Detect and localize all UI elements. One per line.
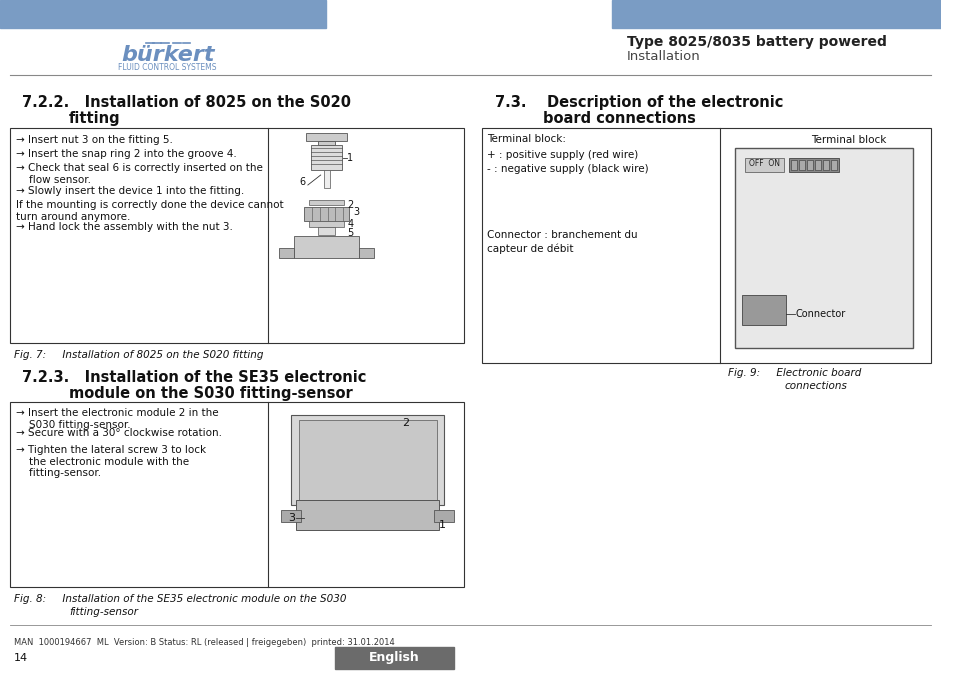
Text: If the mounting is correctly done the device cannot
turn around anymore.: If the mounting is correctly done the de… <box>16 200 283 221</box>
Text: → Check that seal 6 is correctly inserted on the
    flow sensor.: → Check that seal 6 is correctly inserte… <box>16 163 262 184</box>
Text: → Insert nut 3 on the fitting 5.: → Insert nut 3 on the fitting 5. <box>16 135 172 145</box>
Bar <box>0 0 325 28</box>
Bar <box>434 510 454 522</box>
Text: Fig. 7:     Installation of 8025 on the S020 fitting: Fig. 7: Installation of 8025 on the S020… <box>13 350 263 360</box>
Text: 4: 4 <box>347 219 354 229</box>
Bar <box>10 402 463 587</box>
Text: 6: 6 <box>299 177 306 187</box>
Text: English: English <box>369 651 419 664</box>
Text: OFF  ON: OFF ON <box>748 159 780 168</box>
Text: - : negative supply (black wire): - : negative supply (black wire) <box>487 164 648 174</box>
Bar <box>281 510 300 522</box>
Text: 1: 1 <box>347 153 354 163</box>
Text: capteur de débit: capteur de débit <box>487 244 574 254</box>
Text: Installation: Installation <box>626 50 700 63</box>
Bar <box>294 236 358 258</box>
Bar <box>791 160 797 170</box>
Bar <box>309 200 344 205</box>
Bar <box>799 160 804 170</box>
Bar <box>822 160 828 170</box>
Text: Terminal block: Terminal block <box>810 135 885 145</box>
Bar <box>317 141 335 145</box>
Text: module on the S030 fitting-sensor: module on the S030 fitting-sensor <box>69 386 353 401</box>
Text: FLUID CONTROL SYSTEMS: FLUID CONTROL SYSTEMS <box>118 63 216 71</box>
Text: Terminal block:: Terminal block: <box>487 134 566 144</box>
Text: Connector: Connector <box>795 309 844 319</box>
Bar <box>10 128 463 343</box>
Text: → Tighten the lateral screw 3 to lock
    the electronic module with the
    fit: → Tighten the lateral screw 3 to lock th… <box>16 445 206 479</box>
Bar <box>814 160 821 170</box>
Text: 3: 3 <box>353 207 359 217</box>
Text: → Slowly insert the device 1 into the fitting.: → Slowly insert the device 1 into the fi… <box>16 186 244 196</box>
Bar <box>304 207 349 221</box>
Bar <box>309 221 344 227</box>
Bar <box>317 227 335 235</box>
Text: fitting: fitting <box>69 111 121 126</box>
Text: → Hand lock the assembly with the nut 3.: → Hand lock the assembly with the nut 3. <box>16 222 233 232</box>
Text: 7.3.    Description of the electronic: 7.3. Description of the electronic <box>495 95 783 110</box>
Bar <box>788 158 838 172</box>
Text: Connector : branchement du: Connector : branchement du <box>487 230 638 240</box>
Text: Fig. 9:     Electronic board: Fig. 9: Electronic board <box>727 368 861 378</box>
Bar <box>611 0 941 28</box>
Text: 7.2.2.   Installation of 8025 on the S020: 7.2.2. Installation of 8025 on the S020 <box>22 95 351 110</box>
Bar <box>744 158 783 172</box>
Bar <box>279 248 294 258</box>
Bar <box>741 295 785 325</box>
Text: 2: 2 <box>402 418 409 428</box>
Bar <box>306 133 347 141</box>
Text: 1: 1 <box>438 520 446 530</box>
Bar <box>481 128 930 363</box>
Text: → Insert the snap ring 2 into the groove 4.: → Insert the snap ring 2 into the groove… <box>16 149 236 159</box>
Bar <box>298 420 436 500</box>
Text: Type 8025/8035 battery powered: Type 8025/8035 battery powered <box>626 35 885 49</box>
Bar <box>735 148 912 348</box>
Bar <box>335 647 454 669</box>
Text: fitting-sensor: fitting-sensor <box>69 607 138 617</box>
Text: board connections: board connections <box>542 111 695 126</box>
Text: 3: 3 <box>288 513 294 523</box>
Text: 7.2.3.   Installation of the SE35 electronic: 7.2.3. Installation of the SE35 electron… <box>22 370 366 385</box>
Bar <box>830 160 836 170</box>
Text: 14: 14 <box>13 653 28 663</box>
Text: + : positive supply (red wire): + : positive supply (red wire) <box>487 150 638 160</box>
Text: bürkert: bürkert <box>121 45 214 65</box>
Text: MAN  1000194667  ML  Version: B Status: RL (released | freigegeben)  printed: 31: MAN 1000194667 ML Version: B Status: RL … <box>13 638 395 647</box>
Text: 5: 5 <box>347 228 354 238</box>
Text: Fig. 8:     Installation of the SE35 electronic module on the S030: Fig. 8: Installation of the SE35 electro… <box>13 594 346 604</box>
Bar <box>295 500 438 530</box>
Bar <box>311 145 342 170</box>
Text: → Insert the electronic module 2 in the
    S030 fitting-sensor.: → Insert the electronic module 2 in the … <box>16 408 218 429</box>
Bar <box>291 415 443 505</box>
Bar <box>323 170 329 188</box>
Text: connections: connections <box>783 381 846 391</box>
Bar <box>806 160 812 170</box>
Text: → Secure with a 30° clockwise rotation.: → Secure with a 30° clockwise rotation. <box>16 428 221 438</box>
Text: 2: 2 <box>347 200 354 210</box>
Bar <box>358 248 374 258</box>
